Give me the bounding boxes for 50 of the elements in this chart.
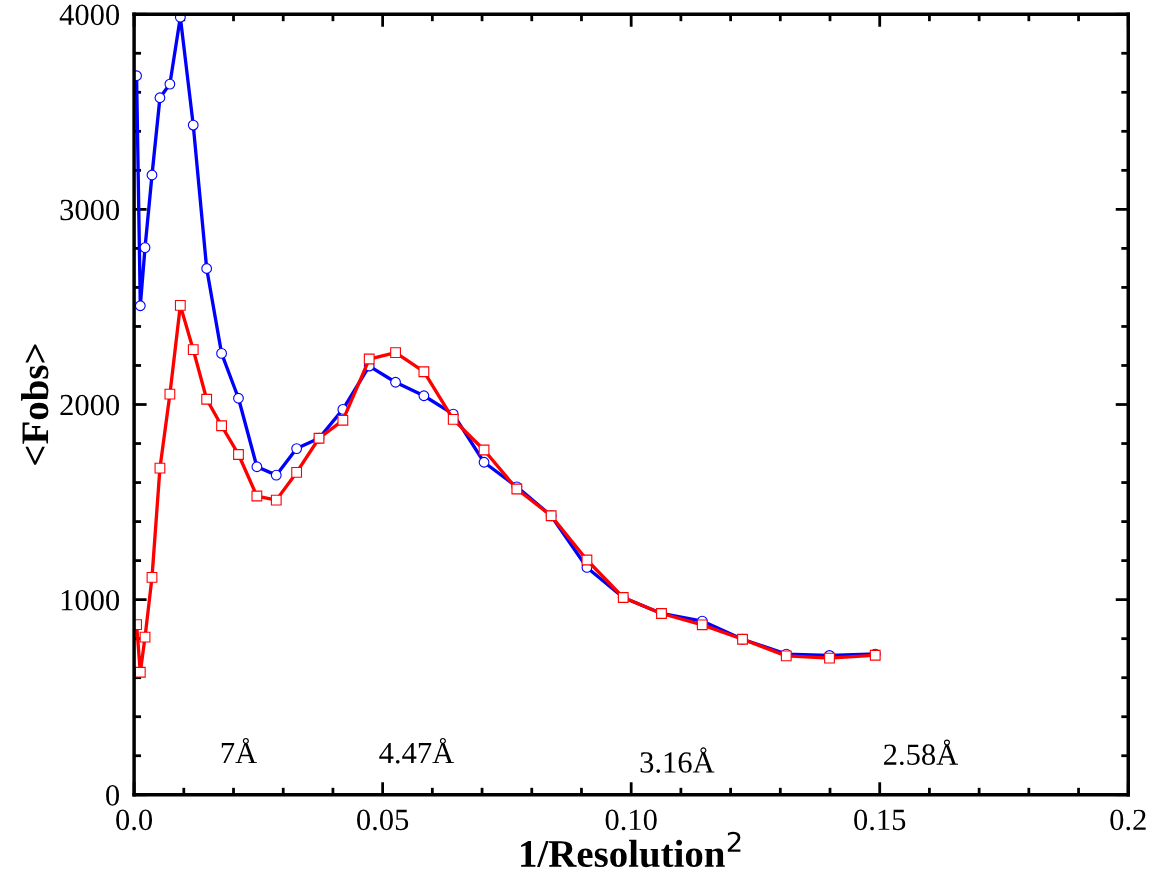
point [146, 571, 158, 583]
point [233, 449, 244, 460]
point [270, 494, 282, 506]
point [418, 390, 430, 402]
point [139, 242, 151, 254]
point [251, 490, 263, 502]
y-tick-label: 0 [106, 785, 120, 806]
annotation: 7Å [221, 737, 257, 764]
annotation: 4.47Å [379, 737, 454, 764]
point [447, 413, 459, 425]
point [187, 119, 199, 131]
annotation: 3.16Å [640, 747, 715, 773]
point [187, 344, 199, 356]
x-tick-label: 0.0 [116, 809, 153, 831]
point [139, 631, 151, 643]
point [363, 353, 375, 365]
point [478, 456, 490, 468]
x-tick-label: 0.2 [1110, 809, 1146, 831]
point [291, 443, 303, 455]
point [216, 347, 227, 359]
point [216, 420, 227, 432]
y-tick-label: 1000 [61, 589, 120, 611]
point [233, 392, 244, 404]
point [201, 263, 213, 274]
point [164, 78, 176, 90]
point [154, 92, 166, 104]
point [154, 462, 166, 474]
point [146, 169, 158, 181]
point [390, 347, 401, 359]
point [337, 414, 349, 426]
x-tick-label: 0.10 [605, 809, 657, 831]
annotation: 2.58Å [884, 739, 959, 766]
y-tick-label: 3000 [60, 199, 120, 221]
x-tick-label: 0.15 [854, 809, 906, 831]
y-axis-title: <Fobs> [21, 344, 49, 465]
point [251, 461, 263, 473]
point [291, 466, 303, 478]
y-tick-label: 4000 [59, 4, 120, 26]
point [134, 666, 146, 678]
point [134, 300, 146, 312]
point [418, 366, 430, 378]
y-tick-label: 2000 [60, 394, 120, 416]
point [696, 619, 708, 631]
point [201, 393, 213, 405]
x-tick-label: 0.05 [357, 809, 409, 831]
x-axis-title: 1/Resolution$^{2}$ [521, 831, 741, 868]
point [174, 299, 186, 311]
point [270, 469, 282, 481]
point [390, 376, 401, 388]
point [164, 388, 176, 400]
